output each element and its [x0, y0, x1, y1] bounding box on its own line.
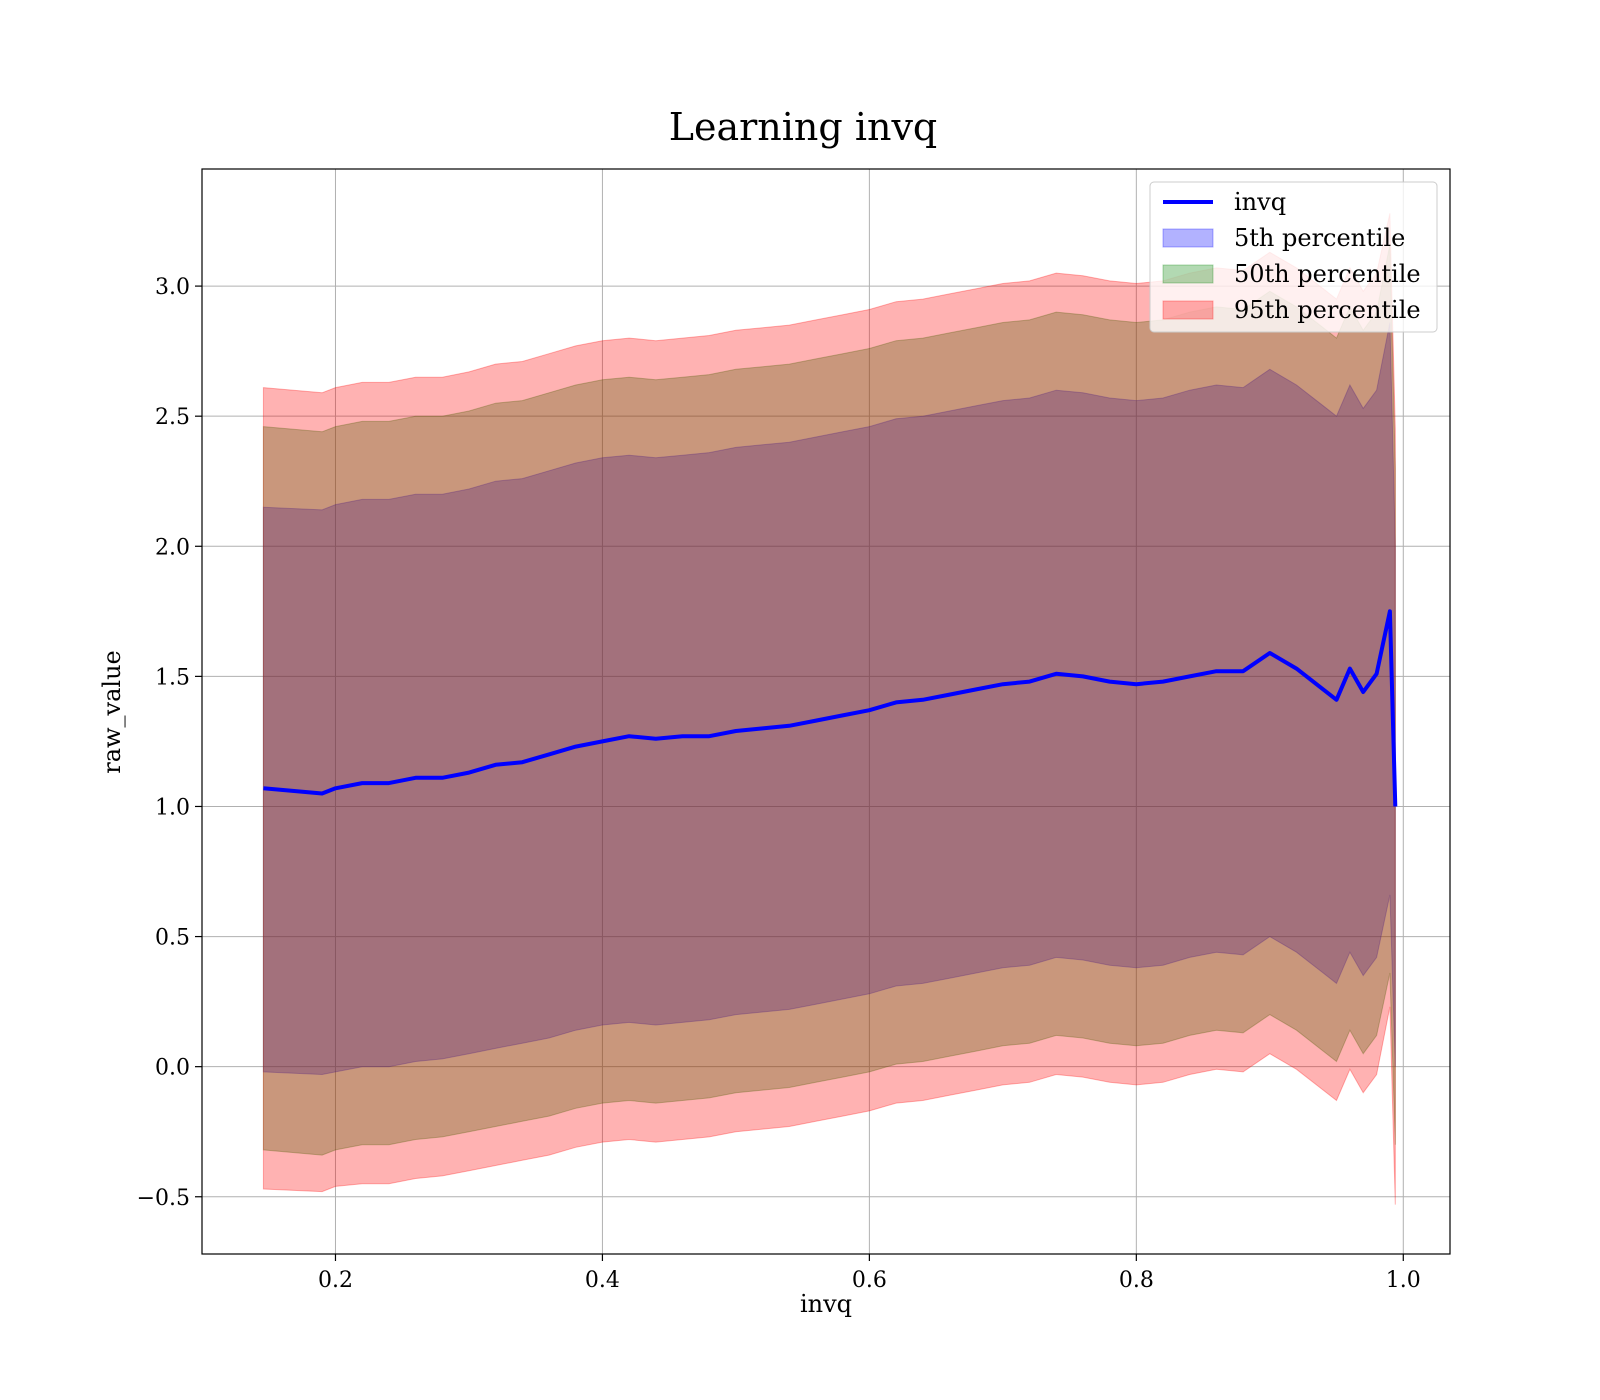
legend-label: 95th percentile: [1234, 296, 1421, 324]
legend-swatch-band: [1162, 264, 1214, 284]
legend-label: 50th percentile: [1234, 260, 1421, 288]
y-tick-label: 3.0: [155, 275, 190, 300]
band-5th-percentile: [262, 322, 1396, 1076]
legend: invq 5th percentile 50th percentile 95th pe…: [1149, 181, 1438, 333]
x-tick-label: 0.8: [1119, 1268, 1154, 1293]
y-tick-label: 2.5: [155, 405, 190, 430]
x-axis-label: invq: [800, 1290, 852, 1318]
x-tick-label: 0.4: [585, 1268, 620, 1293]
band-layer: [262, 213, 1396, 1205]
y-tick-label: −0.5: [137, 1186, 190, 1211]
legend-box: [1149, 181, 1438, 333]
x-axis-ticks: 0.2 0.4 0.6 0.8 1.0: [318, 1254, 1421, 1293]
y-tick-label: 0.0: [155, 1056, 190, 1081]
y-axis-ticks: −0.5 0.0 0.5 1.0 1.5 2.0 2.5 3.0: [137, 275, 202, 1211]
band-50th-percentile: [262, 244, 1396, 1156]
legend-label: 5th percentile: [1234, 224, 1405, 252]
plot-frame: [201, 168, 1451, 1255]
y-tick-label: 1.5: [155, 665, 190, 690]
y-tick-label: 0.5: [155, 926, 190, 951]
line-layer: [263, 609, 1398, 807]
y-tick-label: 2.0: [155, 535, 190, 560]
legend-entries: invq 5th percentile 50th percentile 95th pe…: [1162, 188, 1421, 324]
chart-title: Learning invq: [669, 105, 937, 149]
legend-swatch-band: [1162, 228, 1214, 248]
x-tick-label: 1.0: [1386, 1268, 1421, 1293]
x-tick-label: 0.6: [852, 1268, 887, 1293]
band-95th-percentile: [262, 213, 1396, 1205]
y-axis-label: raw_value: [98, 650, 126, 774]
legend-label: invq: [1234, 188, 1286, 216]
x-tick-label: 0.2: [318, 1268, 353, 1293]
legend-swatch-band: [1162, 300, 1214, 320]
series-line-invq: [263, 609, 1398, 807]
y-tick-label: 1.0: [155, 795, 190, 820]
